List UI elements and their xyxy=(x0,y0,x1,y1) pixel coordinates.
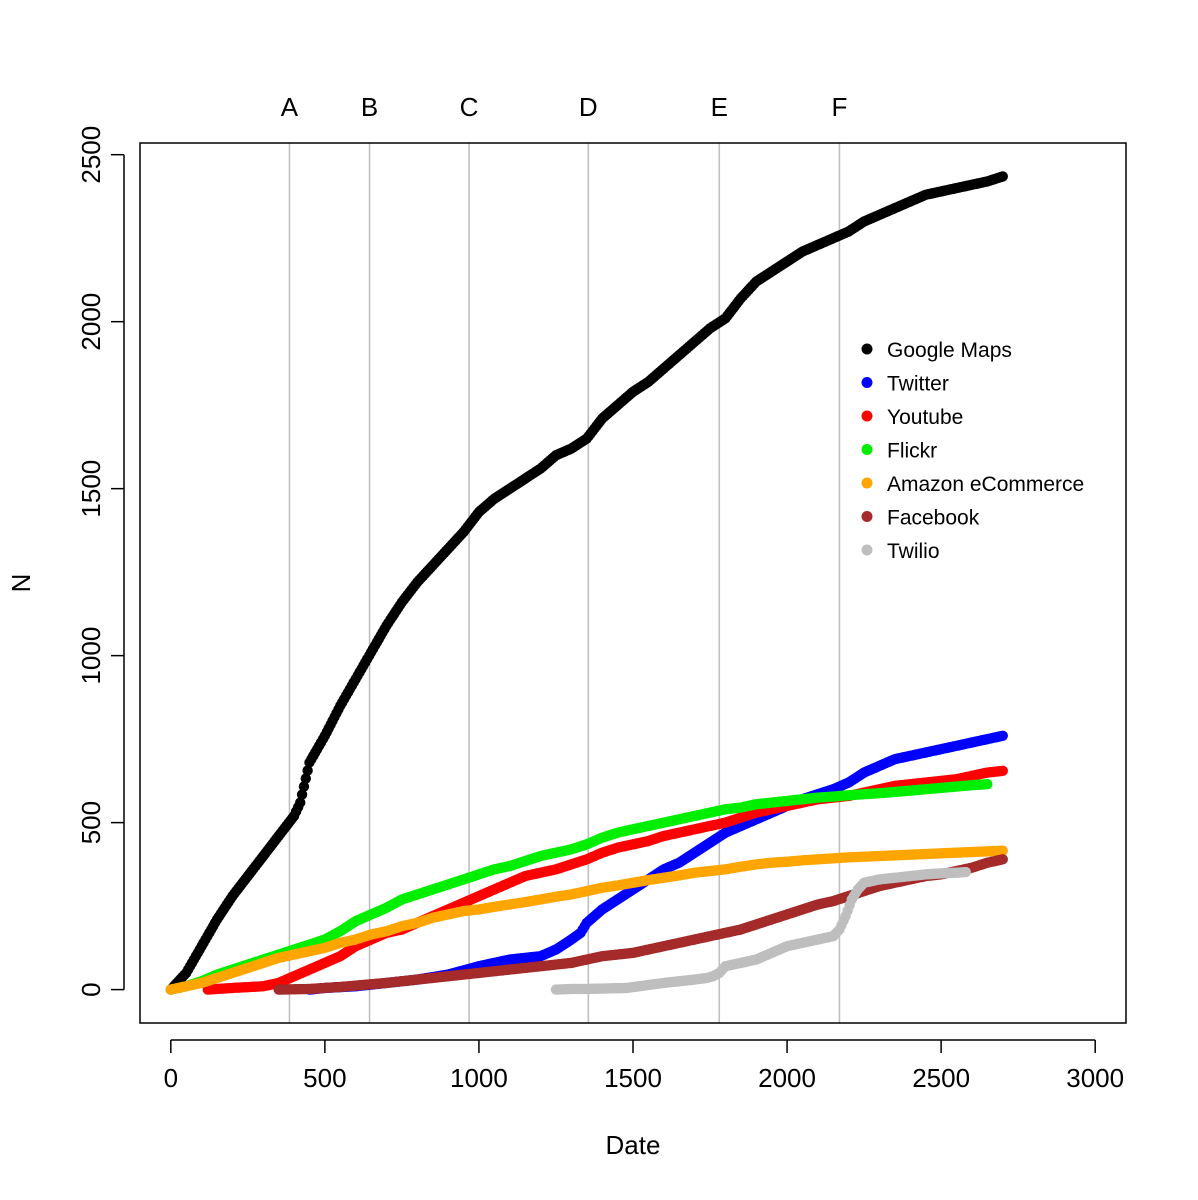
series-twitter xyxy=(304,730,1008,995)
x-tick-label: 1000 xyxy=(450,1063,508,1093)
series-twilio xyxy=(550,866,971,995)
x-tick-label: 2000 xyxy=(758,1063,816,1093)
event-label-f: F xyxy=(831,92,847,122)
axes: 0 500 1000 1500 2000 2500 3000 0 500 1000 1500 2000… xyxy=(76,126,1124,1093)
plot-frame xyxy=(139,142,1127,1024)
legend-label-google-maps: Google Maps xyxy=(887,339,1012,362)
vertical-lines: A B C D E F xyxy=(281,92,847,1023)
legend-label-youtube: Youtube xyxy=(887,406,963,429)
y-tick-label: 0 xyxy=(76,982,106,996)
y-tick-label: 1000 xyxy=(76,627,106,685)
event-label-b: B xyxy=(361,92,378,122)
y-tick-label: 1500 xyxy=(76,460,106,518)
data-point xyxy=(296,789,308,800)
y-tick-label: 2500 xyxy=(76,126,106,184)
legend-marker-flickr xyxy=(861,444,873,455)
y-axis-title: N xyxy=(6,574,36,593)
series-layer xyxy=(165,171,1008,995)
data-point xyxy=(997,845,1008,856)
data-point xyxy=(997,765,1008,777)
x-tick-label: 500 xyxy=(303,1063,346,1093)
legend-marker-youtube xyxy=(861,410,873,422)
legend-marker-amazon-ecommerce xyxy=(861,477,873,489)
legend-marker-twitter xyxy=(861,377,873,388)
data-point xyxy=(997,854,1008,865)
event-label-a: A xyxy=(281,92,299,122)
event-label-c: C xyxy=(460,92,479,122)
x-tick-label: 1500 xyxy=(604,1063,662,1093)
data-point xyxy=(960,866,971,878)
x-tick-label: 3000 xyxy=(1066,1063,1124,1093)
x-tick-label: 2500 xyxy=(912,1063,970,1093)
data-point xyxy=(295,797,306,808)
event-label-e: E xyxy=(711,92,728,122)
data-point xyxy=(982,779,993,790)
data-point xyxy=(997,171,1008,182)
y-tick-label: 500 xyxy=(76,801,106,844)
event-label-d: D xyxy=(579,92,598,122)
legend-label-amazon-ecommerce: Amazon eCommerce xyxy=(887,473,1084,496)
legend-label-twitter: Twitter xyxy=(887,373,949,396)
series-facebook xyxy=(273,854,1008,995)
legend-marker-google-maps xyxy=(861,343,873,355)
series-amazon-ecommerce xyxy=(165,845,1008,995)
data-point xyxy=(302,765,313,776)
legend-marker-facebook xyxy=(861,511,873,522)
legend-label-facebook: Facebook xyxy=(887,507,980,530)
x-tick-label: 0 xyxy=(164,1063,178,1093)
x-axis-title: Date xyxy=(606,1130,661,1160)
y-tick-label: 2000 xyxy=(76,293,106,351)
legend-label-flickr: Flickr xyxy=(887,440,937,463)
legend: Google Maps Twitter Youtube Flickr Amazon eC… xyxy=(861,339,1084,563)
legend-label-twilio: Twilio xyxy=(887,540,940,563)
data-point xyxy=(300,773,311,784)
legend-marker-twilio xyxy=(861,544,873,556)
data-point xyxy=(997,730,1008,741)
data-point xyxy=(298,781,310,792)
series-google-maps xyxy=(165,171,1008,995)
